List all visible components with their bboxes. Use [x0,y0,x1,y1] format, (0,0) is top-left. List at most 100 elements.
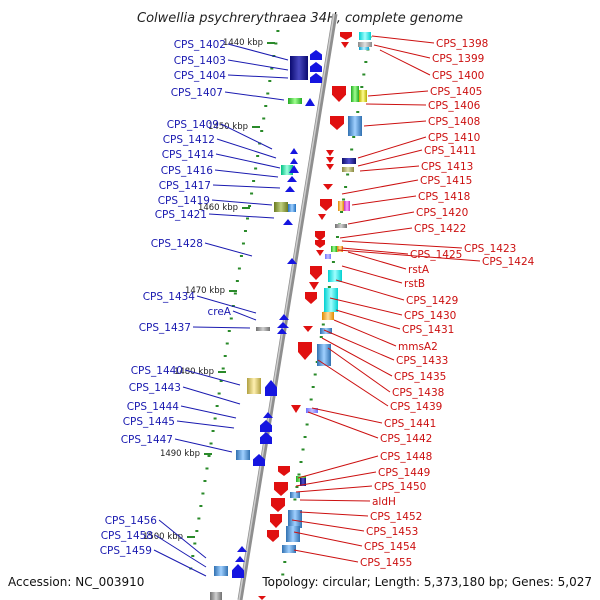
gene-feature-box [351,86,359,102]
tick-left [250,192,254,195]
reverse-gene-arrow [323,184,333,190]
right-leader-line [307,411,379,439]
gene-feature-box [286,526,300,542]
tick-left [221,367,225,370]
left-gene-label: CPS_1428 [151,238,203,250]
right-leader-line [341,240,463,249]
forward-gene-arrow [305,98,315,106]
gene-feature-box [358,42,372,47]
right-leader-line [379,49,431,76]
left-gene-label: CPS_1402 [174,39,226,51]
right-leader-line [295,471,377,487]
right-gene-label: CPS_1452 [370,511,422,523]
gene-feature-box [290,56,308,80]
right-gene-label: CPS_1406 [428,100,481,112]
right-gene-label: CPS_1425 [410,249,462,261]
left-leader-line [220,123,273,150]
right-gene-label: CPS_1410 [428,132,480,144]
right-gene-label: CPS_1439 [390,401,442,413]
accession-text: Accession: NC_003910 [8,575,144,589]
tick-right [331,261,335,263]
gene-feature-box [288,98,302,104]
right-gene-label: CPS_1448 [380,451,432,463]
right-leader-line [363,120,427,127]
reverse-gene-arrow [326,164,334,170]
left-leader-line [182,386,241,405]
gene-feature-box [337,246,343,252]
reverse-gene-arrow [326,150,334,156]
tick-left [274,42,278,45]
right-leader-line [341,179,419,195]
tick-right [311,386,315,388]
tick-right [364,61,368,63]
right-leader-line [317,359,389,407]
right-gene-label: rstA [408,264,430,276]
forward-gene-arrow [310,50,322,60]
scale-dash [204,453,212,455]
right-gene-label: CPS_1415 [420,175,472,187]
forward-gene-arrow [310,62,322,72]
tick-right [346,173,350,176]
left-gene-label: CPS_1434 [143,291,196,303]
tick-left [225,342,229,345]
right-gene-label: CPS_1408 [428,116,480,128]
right-leader-line [293,549,359,563]
right-gene-label: CPS_1399 [432,53,484,65]
forward-gene-arrow [263,412,273,418]
forward-gene-arrow [260,432,272,444]
right-gene-label: CPS_1418 [418,191,470,203]
tick-left [227,330,231,332]
reverse-gene-arrow [305,292,317,304]
left-leader-line [212,184,281,189]
tick-left [270,67,274,70]
tick-left [203,480,207,482]
right-leader-line [359,165,420,172]
reverse-gene-arrow [298,342,312,360]
left-leader-line [216,138,277,159]
left-leader-line [154,534,207,568]
right-leader-line [371,35,435,44]
gene-feature-box [359,32,371,40]
tick-left [239,255,243,257]
right-leader-line [341,265,403,284]
gene-feature-box [342,158,356,164]
right-gene-label: CPS_1431 [402,324,454,336]
left-gene-label: CPS_1459 [100,545,152,557]
tick-right [309,398,313,401]
gene-feature-box [274,202,288,212]
reverse-gene-arrow [271,498,285,512]
right-gene-label: CPS_1441 [384,418,436,430]
left-leader-line [208,213,275,219]
right-leader-line [299,499,371,502]
left-leader-line [180,405,237,419]
right-gene-label: CPS_1435 [394,371,446,383]
left-leader-line [227,43,289,61]
tick-left [264,105,268,107]
tick-left [252,180,256,182]
tick-left [235,280,239,282]
tick-right [293,498,297,501]
gene-feature-box [335,224,347,228]
tick-right [360,86,364,88]
reverse-gene-arrow [278,466,290,476]
tick-left [233,292,237,295]
left-leader-line [184,369,241,386]
left-gene-label: CPS_1403 [174,55,226,67]
left-leader-line [176,420,235,429]
left-leader-line [227,74,289,79]
tick-right [327,286,331,288]
reverse-gene-arrow [270,514,282,528]
left-leader-line [224,91,285,101]
gene-features [210,32,372,600]
right-leader-line [333,319,397,347]
tick-left [260,130,264,132]
forward-gene-arrow [290,158,298,164]
right-leader-line [351,195,417,206]
right-gene-label: aldH [372,496,396,508]
tick-right [295,486,299,488]
gene-feature-box [325,254,331,259]
scale-dash [242,207,250,209]
right-gene-labels: CPS_1398 CPS_1399 CPS_1400 CPS_1405 CPS_1406… [291,35,535,569]
right-leader-line [323,329,395,361]
